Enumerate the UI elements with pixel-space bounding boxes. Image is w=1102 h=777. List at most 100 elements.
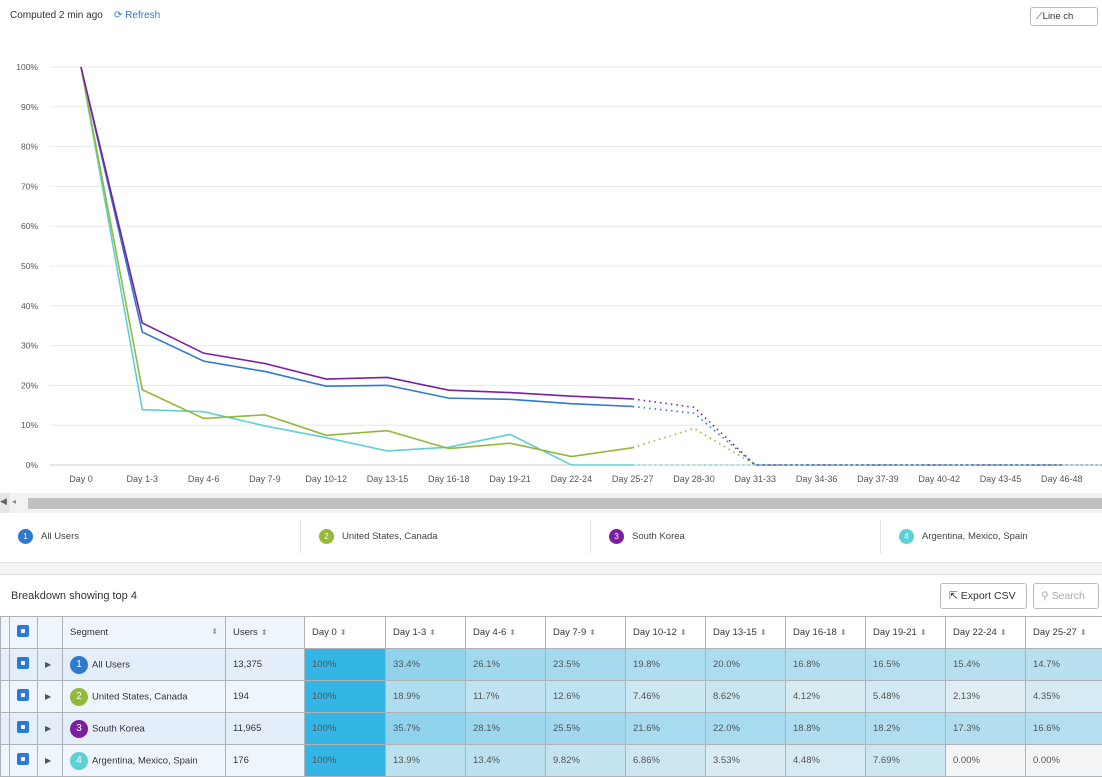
retention-cell[interactable]: 28.1% — [466, 713, 546, 745]
header-day[interactable]: Day 19-21⬍ — [866, 617, 946, 649]
header-day[interactable]: Day 7-9⬍ — [546, 617, 626, 649]
sort-icon[interactable]: ⬍ — [1080, 628, 1087, 637]
retention-cell[interactable]: 7.69% — [866, 745, 946, 777]
sort-icon[interactable]: ⬍ — [840, 628, 847, 637]
segment-badge: 3 — [70, 720, 88, 738]
retention-cell[interactable]: 2.13% — [946, 681, 1026, 713]
x-tick-label: Day 4-6 — [188, 474, 220, 484]
retention-cell[interactable]: 20.0% — [706, 649, 786, 681]
header-expand — [38, 617, 63, 649]
sort-icon[interactable]: ⬍ — [589, 628, 596, 637]
retention-cell[interactable]: 100% — [305, 713, 386, 745]
retention-cell[interactable]: 13.4% — [466, 745, 546, 777]
retention-cell[interactable]: 5.48% — [866, 681, 946, 713]
sort-icon[interactable]: ⬍ — [211, 627, 218, 636]
retention-cell[interactable]: 8.62% — [706, 681, 786, 713]
retention-cell[interactable]: 100% — [305, 649, 386, 681]
header-day[interactable]: Day 4-6⬍ — [466, 617, 546, 649]
retention-cell[interactable]: 0.00% — [946, 745, 1026, 777]
collapse-left-icon[interactable]: ◀ — [0, 493, 10, 513]
retention-cell[interactable]: 35.7% — [386, 713, 466, 745]
expand-row-icon[interactable]: ▶ — [38, 649, 63, 681]
series-line[interactable] — [81, 67, 633, 457]
header-day[interactable]: Day 13-15⬍ — [706, 617, 786, 649]
legend-badge: 1 — [18, 529, 33, 544]
retention-cell[interactable]: 7.46% — [626, 681, 706, 713]
row-checkbox[interactable] — [10, 745, 38, 777]
retention-cell[interactable]: 18.2% — [866, 713, 946, 745]
retention-cell[interactable]: 100% — [305, 681, 386, 713]
retention-cell[interactable]: 17.3% — [946, 713, 1026, 745]
series-line[interactable] — [81, 67, 633, 399]
retention-cell[interactable]: 100% — [305, 745, 386, 777]
chart-type-button[interactable]: ⟋Line ch — [1030, 7, 1098, 26]
sort-icon[interactable]: ⬍ — [920, 628, 927, 637]
retention-cell[interactable]: 16.6% — [1026, 713, 1102, 745]
expand-row-icon[interactable]: ▶ — [38, 745, 63, 777]
sort-icon[interactable]: ⬍ — [340, 628, 347, 637]
row-checkbox[interactable] — [10, 681, 38, 713]
retention-cell[interactable]: 14.7% — [1026, 649, 1102, 681]
retention-cell[interactable]: 33.4% — [386, 649, 466, 681]
retention-cell[interactable]: 23.5% — [546, 649, 626, 681]
expand-row-icon[interactable]: ▶ — [38, 681, 63, 713]
retention-cell[interactable]: 18.9% — [386, 681, 466, 713]
retention-cell[interactable]: 13.9% — [386, 745, 466, 777]
sort-icon[interactable]: ⬍ — [429, 628, 436, 637]
retention-cell[interactable]: 15.4% — [946, 649, 1026, 681]
header-label: Day 25-27 — [1033, 627, 1077, 638]
sort-icon[interactable]: ⬍ — [509, 628, 516, 637]
scrollbar-thumb[interactable] — [28, 498, 1102, 509]
segment-name: All Users — [92, 659, 130, 670]
retention-cell[interactable]: 18.8% — [786, 713, 866, 745]
retention-cell[interactable]: 21.6% — [626, 713, 706, 745]
retention-cell[interactable]: 16.8% — [786, 649, 866, 681]
retention-cell[interactable]: 0.00% — [1026, 745, 1102, 777]
expand-row-icon[interactable]: ▶ — [38, 713, 63, 745]
row-checkbox[interactable] — [10, 713, 38, 745]
export-csv-button[interactable]: ⇱ Export CSV — [940, 583, 1027, 609]
header-users[interactable]: Users⬍ — [226, 617, 305, 649]
retention-cell[interactable]: 16.5% — [866, 649, 946, 681]
retention-cell[interactable]: 4.48% — [786, 745, 866, 777]
x-tick-label: Day 28-30 — [673, 474, 715, 484]
scroll-left-icon[interactable]: ◂ — [12, 497, 16, 506]
retention-cell[interactable]: 4.35% — [1026, 681, 1102, 713]
header-label: Day 10-12 — [633, 627, 677, 638]
retention-cell[interactable]: 19.8% — [626, 649, 706, 681]
header-day[interactable]: Day 16-18⬍ — [786, 617, 866, 649]
sort-icon[interactable]: ⬍ — [760, 628, 767, 637]
retention-cell[interactable]: 26.1% — [466, 649, 546, 681]
sort-icon[interactable]: ⬍ — [261, 628, 268, 637]
row-checkbox[interactable] — [10, 649, 38, 681]
header-day[interactable]: Day 22-24⬍ — [946, 617, 1026, 649]
header-day[interactable]: Day 0⬍ — [305, 617, 386, 649]
search-input[interactable]: ⚲ Search — [1033, 583, 1099, 609]
sort-icon[interactable]: ⬍ — [1000, 628, 1007, 637]
retention-cell[interactable]: 3.53% — [706, 745, 786, 777]
retention-cell[interactable]: 9.82% — [546, 745, 626, 777]
chart-scrollbar[interactable]: ◀ ◂ — [0, 493, 1102, 513]
refresh-button[interactable]: ⟳ Refresh — [114, 10, 160, 21]
retention-cell[interactable]: 12.6% — [546, 681, 626, 713]
header-day[interactable]: Day 25-27⬍ — [1026, 617, 1102, 649]
retention-cell[interactable]: 6.86% — [626, 745, 706, 777]
retention-cell[interactable]: 4.12% — [786, 681, 866, 713]
header-day[interactable]: Day 10-12⬍ — [626, 617, 706, 649]
retention-cell[interactable]: 11.7% — [466, 681, 546, 713]
retention-cell[interactable]: 22.0% — [706, 713, 786, 745]
sort-icon[interactable]: ⬍ — [680, 628, 687, 637]
series-line[interactable] — [81, 67, 633, 406]
select-all-checkbox[interactable] — [10, 617, 38, 649]
retention-cell[interactable]: 25.5% — [546, 713, 626, 745]
legend-label: South Korea — [632, 531, 685, 542]
header-segment[interactable]: Segment⬍ — [63, 617, 226, 649]
header-day[interactable]: Day 1-3⬍ — [386, 617, 466, 649]
